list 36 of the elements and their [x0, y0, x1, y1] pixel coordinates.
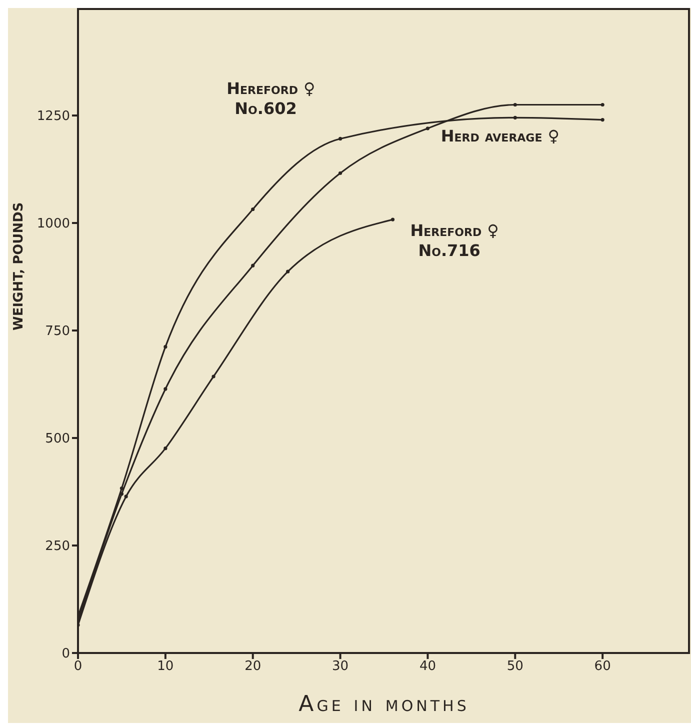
x-tick-label: 50 [506, 659, 524, 674]
y-tick-label: 0 [62, 646, 70, 662]
point [600, 102, 604, 107]
y-tick-label: 750 [45, 324, 70, 340]
point [124, 494, 128, 498]
x-tick-label: 30 [332, 659, 349, 674]
point [120, 492, 124, 496]
point [164, 387, 168, 391]
point [212, 374, 216, 378]
y-axis-title: WEIGHT, POUNDS [12, 202, 27, 330]
series-label: Herd average ♀ [440, 126, 560, 146]
series-label: Hereford ♀ No.716 [410, 220, 499, 260]
point [286, 270, 290, 274]
y-tick-label: 250 [45, 539, 70, 554]
point [600, 118, 604, 122]
y-tick-label: 1000 [36, 216, 70, 232]
point [426, 126, 430, 130]
x-tick-label: 40 [419, 659, 436, 674]
x-axis-title: Age in months [298, 692, 470, 717]
point [120, 486, 124, 490]
point [390, 218, 395, 222]
x-tick-label: 0 [74, 659, 82, 674]
point [164, 345, 168, 349]
point [164, 446, 168, 450]
y-tick-label: 500 [45, 432, 70, 447]
point [513, 102, 517, 107]
point [251, 207, 255, 212]
x-tick-label: 20 [244, 659, 262, 674]
series-label: Hereford ♀ No.602 [226, 79, 316, 118]
y-tick-label: 1250 [36, 109, 70, 124]
x-tick-label: 10 [157, 659, 174, 674]
x-tick-label: 60 [594, 659, 611, 674]
point [513, 116, 517, 120]
point [338, 136, 342, 141]
point [338, 171, 342, 175]
point [251, 264, 255, 268]
